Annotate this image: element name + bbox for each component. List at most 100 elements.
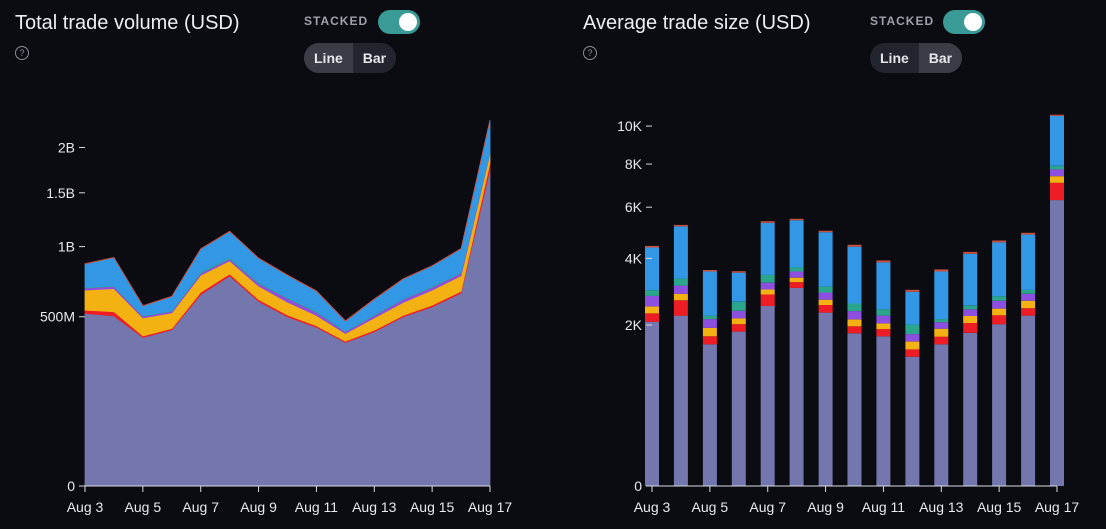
bar-series-6[interactable] <box>905 291 920 325</box>
bar-series-2[interactable] <box>818 304 833 313</box>
bar-series-1[interactable] <box>673 315 688 486</box>
bar-series-6[interactable] <box>963 253 978 306</box>
bar-series-1[interactable] <box>847 333 862 486</box>
bar-series-7[interactable] <box>847 244 862 247</box>
bar-series-2[interactable] <box>1021 308 1036 316</box>
bar-series-5[interactable] <box>876 309 891 316</box>
bar-series-3[interactable] <box>731 318 746 325</box>
bar-series-4[interactable] <box>847 311 862 320</box>
bar-series-1[interactable] <box>1050 200 1064 486</box>
bar-series-1[interactable] <box>645 321 659 486</box>
bar-series-5[interactable] <box>789 267 804 272</box>
bar-tab[interactable]: Bar <box>362 50 387 66</box>
bar-series-1[interactable] <box>876 336 891 486</box>
bar-series-2[interactable] <box>992 315 1007 325</box>
bar-series-7[interactable] <box>963 251 978 254</box>
bar-series-6[interactable] <box>876 262 891 310</box>
bar-series-4[interactable] <box>789 271 804 278</box>
bar-series-7[interactable] <box>645 245 659 248</box>
bar-series-7[interactable] <box>818 230 833 233</box>
bar-series-3[interactable] <box>847 319 862 327</box>
bar-series-4[interactable] <box>818 292 833 300</box>
bar-series-2[interactable] <box>731 324 746 332</box>
bar-series-2[interactable] <box>905 349 920 357</box>
bar-series-3[interactable] <box>645 306 659 314</box>
bar-series-4[interactable] <box>645 295 659 307</box>
bar-series-2[interactable] <box>876 329 891 337</box>
area-series-7[interactable] <box>84 119 491 322</box>
bar-series-7[interactable] <box>934 269 949 272</box>
bar-series-3[interactable] <box>963 316 978 323</box>
bar-series-1[interactable] <box>731 331 746 486</box>
bar-series-6[interactable] <box>847 246 862 304</box>
bar-series-6[interactable] <box>992 242 1007 297</box>
bar-series-7[interactable] <box>731 271 746 273</box>
bar-series-2[interactable] <box>702 336 717 345</box>
bar-series-4[interactable] <box>934 322 949 329</box>
bar-series-5[interactable] <box>731 301 746 311</box>
help-icon[interactable]: ? <box>583 46 597 60</box>
bar-series-6[interactable] <box>789 220 804 268</box>
bar-series-6[interactable] <box>702 271 717 316</box>
bar-series-7[interactable] <box>702 270 717 272</box>
bar-series-7[interactable] <box>760 221 775 223</box>
bar-tab[interactable]: Bar <box>918 43 963 73</box>
bar-series-4[interactable] <box>992 300 1007 309</box>
bar-series-2[interactable] <box>1050 182 1064 201</box>
bar-series-5[interactable] <box>1021 289 1036 294</box>
bar-series-2[interactable] <box>673 300 688 316</box>
bar-series-7[interactable] <box>673 224 688 227</box>
bar-series-4[interactable] <box>1050 169 1064 177</box>
bar-series-6[interactable] <box>673 226 688 279</box>
line-tab[interactable]: Line <box>304 43 353 73</box>
bar-series-3[interactable] <box>818 299 833 305</box>
bar-series-4[interactable] <box>876 315 891 324</box>
bar-series-1[interactable] <box>934 344 949 486</box>
bar-series-4[interactable] <box>905 334 920 342</box>
bar-series-2[interactable] <box>789 282 804 288</box>
bar-series-3[interactable] <box>934 328 949 337</box>
bar-series-4[interactable] <box>731 310 746 319</box>
bar-series-5[interactable] <box>818 286 833 293</box>
bar-series-3[interactable] <box>992 308 1007 316</box>
stacked-toggle[interactable] <box>378 10 420 34</box>
bar-series-1[interactable] <box>905 356 920 486</box>
bar-series-3[interactable] <box>1021 300 1036 309</box>
bar-series-6[interactable] <box>760 223 775 275</box>
bar-series-7[interactable] <box>905 289 920 292</box>
bar-series-3[interactable] <box>760 289 775 295</box>
bar-series-1[interactable] <box>992 324 1007 486</box>
bar-series-5[interactable] <box>1050 165 1064 170</box>
line-tab[interactable]: Line <box>880 50 909 66</box>
help-icon[interactable]: ? <box>15 46 29 60</box>
bar-series-7[interactable] <box>1021 232 1036 235</box>
bar-series-5[interactable] <box>760 274 775 283</box>
bar-series-5[interactable] <box>673 278 688 286</box>
bar-series-6[interactable] <box>934 271 949 320</box>
bar-series-1[interactable] <box>963 332 978 486</box>
bar-series-4[interactable] <box>673 285 688 294</box>
bar-series-1[interactable] <box>789 287 804 486</box>
bar-series-5[interactable] <box>963 305 978 310</box>
bar-series-6[interactable] <box>645 247 659 291</box>
bar-series-5[interactable] <box>934 319 949 323</box>
bar-series-6[interactable] <box>1021 234 1036 290</box>
bar-series-1[interactable] <box>702 344 717 486</box>
bar-series-4[interactable] <box>963 309 978 316</box>
bar-series-2[interactable] <box>963 323 978 333</box>
bar-series-7[interactable] <box>876 260 891 263</box>
bar-series-5[interactable] <box>847 303 862 312</box>
bar-series-3[interactable] <box>905 341 920 350</box>
bar-series-4[interactable] <box>760 282 775 290</box>
bar-series-4[interactable] <box>702 319 717 328</box>
bar-series-3[interactable] <box>673 293 688 301</box>
bar-series-6[interactable] <box>818 232 833 287</box>
bar-series-1[interactable] <box>760 306 775 486</box>
bar-series-6[interactable] <box>1050 115 1064 166</box>
bar-series-3[interactable] <box>876 323 891 330</box>
bar-series-2[interactable] <box>760 294 775 307</box>
bar-series-4[interactable] <box>1021 293 1036 301</box>
bar-series-2[interactable] <box>934 336 949 345</box>
stacked-toggle[interactable] <box>943 10 985 34</box>
bar-series-7[interactable] <box>992 240 1007 243</box>
